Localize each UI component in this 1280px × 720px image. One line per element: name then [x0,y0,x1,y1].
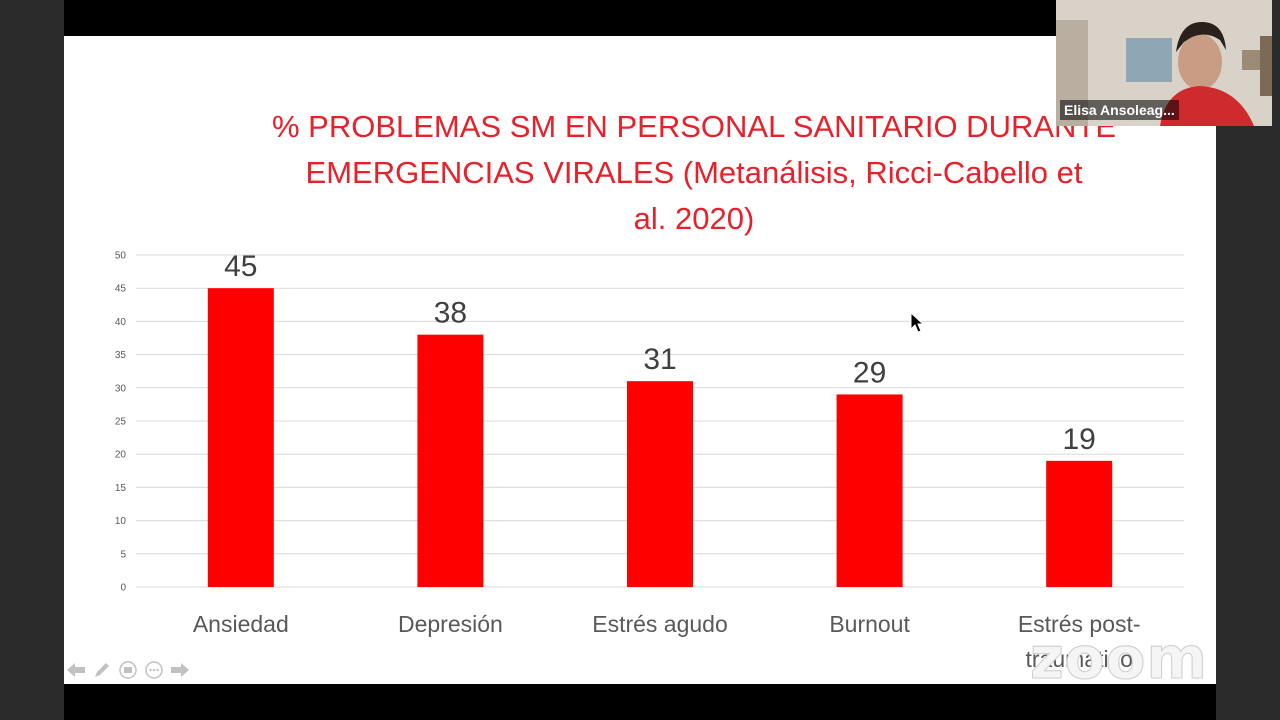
bar [417,334,484,587]
slide-title-line-1: % PROBLEMAS SM EN PERSONAL SANITARIO DUR… [271,109,1117,144]
bottom-black-bar [64,684,1216,720]
y-tick-label: 0 [120,583,126,594]
data-label: 38 [434,297,467,330]
slide-title: % PROBLEMAS SM EN PERSONAL SANITARIO DUR… [204,104,1184,242]
bar [836,394,903,587]
x-category-label: traumático [1026,646,1133,672]
x-category-label: Estrés agudo [592,611,728,637]
left-black-bar [0,0,64,720]
bar [1046,460,1113,587]
y-tick-label: 30 [115,383,127,394]
slides-icon[interactable] [118,660,138,680]
y-tick-label: 25 [115,417,127,428]
data-label: 45 [224,250,257,283]
bar [207,288,274,587]
participant-video-tile[interactable]: Elisa Ansoleag... [1056,0,1272,126]
y-tick-label: 35 [115,350,127,361]
y-tick-label: 45 [115,284,127,295]
slide-title-line-2: EMERGENCIAS VIRALES (Metanálisis, Ricci-… [305,155,1083,190]
y-tick-label: 10 [115,516,127,527]
top-black-bar [64,0,1216,36]
pen-icon[interactable] [92,660,112,680]
mouse-cursor-icon [910,312,925,333]
slide-toolbar [66,660,190,680]
zoom-watermark: zoom [1030,624,1208,685]
bar-chart: 0 5 10 15 20 25 30 35 40 45 50 45 Ansiedad 38 Depresió… [115,250,1184,672]
x-category-label: Ansiedad [193,611,289,637]
y-tick-label: 20 [115,450,127,461]
arrow-left-icon[interactable] [66,660,86,680]
participant-name-label: Elisa Ansoleag... [1060,100,1179,120]
data-label: 29 [853,356,886,389]
x-category-label: Depresión [398,611,503,637]
bar [627,381,693,587]
y-tick-label: 15 [115,483,127,494]
arrow-right-icon[interactable] [170,660,190,680]
y-tick-label: 5 [120,549,126,560]
y-tick-label: 50 [115,251,127,262]
slide-title-line-3: al. 2020) [633,201,755,236]
x-category-label: Estrés post- [1018,611,1141,637]
data-label: 19 [1063,423,1096,456]
x-category-label: Burnout [829,611,910,637]
shared-slide: % PROBLEMAS SM EN PERSONAL SANITARIO DUR… [64,36,1216,684]
more-icon[interactable] [144,660,164,680]
data-label: 31 [643,343,676,376]
y-tick-label: 40 [115,317,127,328]
